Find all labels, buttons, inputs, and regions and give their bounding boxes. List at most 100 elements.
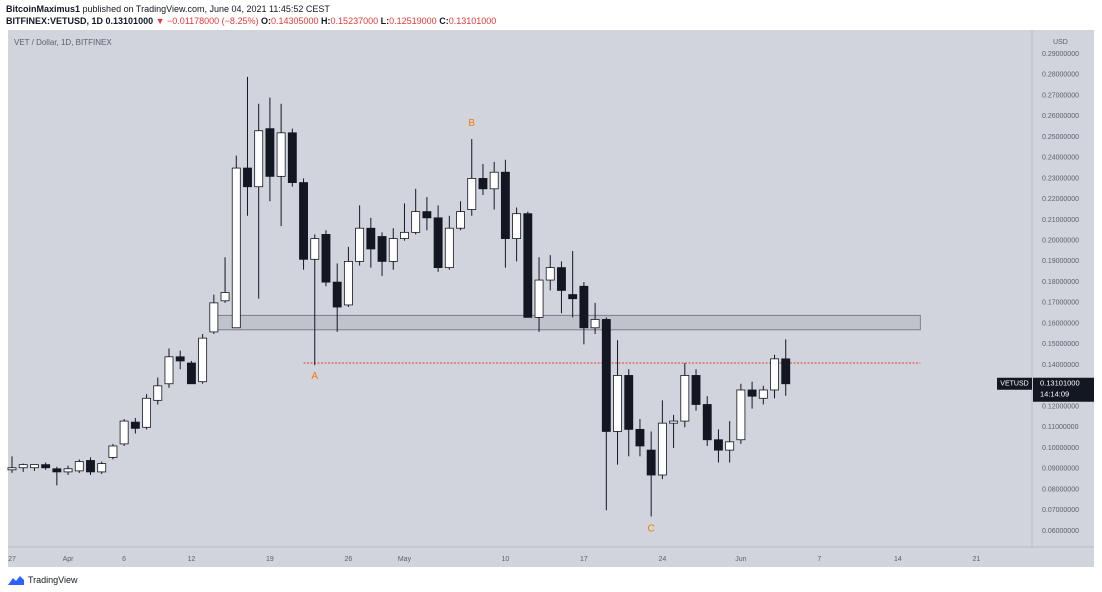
y-tick-label: 0.07000000 <box>1042 507 1079 514</box>
candle[interactable] <box>523 211 533 318</box>
candle[interactable] <box>613 340 622 465</box>
candle[interactable] <box>366 217 376 268</box>
candle-body-up <box>489 171 499 190</box>
time-scale[interactable] <box>8 547 1094 567</box>
wave-label-a[interactable]: A <box>311 371 318 382</box>
candle[interactable] <box>52 466 62 486</box>
candle[interactable] <box>186 360 196 385</box>
candle[interactable] <box>276 103 286 227</box>
candle[interactable] <box>534 257 544 332</box>
tradingview-logo[interactable]: TradingView <box>8 575 78 585</box>
candle[interactable] <box>545 255 555 291</box>
candle[interactable] <box>433 205 443 272</box>
candle-body-up <box>444 227 454 269</box>
candle[interactable] <box>97 461 107 474</box>
author-name[interactable]: BitcoinMaximus1 <box>6 4 81 14</box>
candle[interactable] <box>153 377 163 405</box>
candle[interactable] <box>657 400 667 480</box>
candle[interactable] <box>231 155 241 329</box>
candle[interactable] <box>287 128 297 187</box>
candle[interactable] <box>108 443 118 460</box>
candle[interactable] <box>74 459 84 473</box>
candle[interactable] <box>243 76 252 216</box>
candle[interactable] <box>736 383 746 444</box>
candle[interactable] <box>388 228 398 270</box>
candle-body-up <box>388 238 398 262</box>
candle-body-down <box>186 362 196 385</box>
candle[interactable] <box>489 161 499 210</box>
candle[interactable] <box>321 230 331 287</box>
candle[interactable] <box>209 294 219 334</box>
candle[interactable] <box>422 197 432 231</box>
candle[interactable] <box>265 97 275 202</box>
candle[interactable] <box>29 464 39 471</box>
candle-body-up <box>74 461 84 472</box>
candle[interactable] <box>63 465 73 476</box>
wave-label-c[interactable]: C <box>648 524 655 535</box>
candle[interactable] <box>310 234 320 366</box>
candle[interactable] <box>220 257 230 303</box>
candle[interactable] <box>41 462 51 470</box>
y-tick-label: 0.10000000 <box>1042 445 1079 452</box>
price-scale[interactable] <box>1032 30 1094 547</box>
candle[interactable] <box>411 188 421 235</box>
candle[interactable] <box>86 457 95 476</box>
candle-body-up <box>164 356 174 385</box>
candle[interactable] <box>299 178 308 270</box>
candle[interactable] <box>332 263 342 332</box>
candle[interactable] <box>747 381 757 409</box>
candle[interactable] <box>142 394 151 430</box>
close-value: 0.13101000 <box>448 16 497 26</box>
candle[interactable] <box>175 350 185 370</box>
candle-body-up <box>355 227 365 262</box>
candle-body-down <box>299 182 308 260</box>
candle[interactable] <box>467 139 477 216</box>
candle[interactable] <box>478 163 488 196</box>
wave-label-b[interactable]: B <box>468 118 475 129</box>
candle-body-down <box>714 439 723 451</box>
candle[interactable] <box>254 103 264 299</box>
candle[interactable] <box>400 203 409 241</box>
candle[interactable] <box>770 354 779 399</box>
candle[interactable] <box>130 417 140 434</box>
candle[interactable] <box>579 282 589 345</box>
candle[interactable] <box>164 348 174 388</box>
candle[interactable] <box>601 317 611 511</box>
y-tick-label: 0.16000000 <box>1042 320 1079 327</box>
y-tick-label: 0.27000000 <box>1042 92 1079 99</box>
candle[interactable] <box>7 456 17 473</box>
candle[interactable] <box>781 339 791 396</box>
candle[interactable] <box>456 201 465 231</box>
candle-body-up <box>108 445 118 458</box>
candle[interactable] <box>646 431 656 517</box>
y-tick-label: 0.14000000 <box>1042 362 1079 369</box>
candle[interactable] <box>557 261 566 314</box>
candle[interactable] <box>500 159 510 268</box>
candle[interactable] <box>691 369 701 411</box>
candle[interactable] <box>714 429 723 463</box>
candle[interactable] <box>18 463 28 472</box>
candle[interactable] <box>702 396 712 446</box>
candle[interactable] <box>377 232 387 276</box>
candle[interactable] <box>355 205 365 266</box>
candle[interactable] <box>444 215 454 270</box>
candle[interactable] <box>198 333 208 384</box>
support-zone-rect[interactable] <box>213 314 921 331</box>
publish-info: published on TradingView.com, June 04, 2… <box>82 4 330 14</box>
tradingview-logo-icon <box>8 576 24 585</box>
candle[interactable] <box>635 419 645 457</box>
candle[interactable] <box>725 421 735 463</box>
candle[interactable] <box>119 419 129 446</box>
candle[interactable] <box>590 302 600 334</box>
plot-area[interactable] <box>8 30 1032 547</box>
candle[interactable] <box>512 207 522 262</box>
candle[interactable] <box>680 363 690 428</box>
last-price-badge[interactable]: VETUSD 0.13101000 14:14:09 <box>997 377 1094 402</box>
candle[interactable] <box>568 251 578 318</box>
candle[interactable] <box>343 246 353 308</box>
last-price: 0.13101000 <box>105 16 154 26</box>
candle[interactable] <box>758 385 768 405</box>
candle[interactable] <box>669 414 679 449</box>
candle[interactable] <box>624 369 634 457</box>
